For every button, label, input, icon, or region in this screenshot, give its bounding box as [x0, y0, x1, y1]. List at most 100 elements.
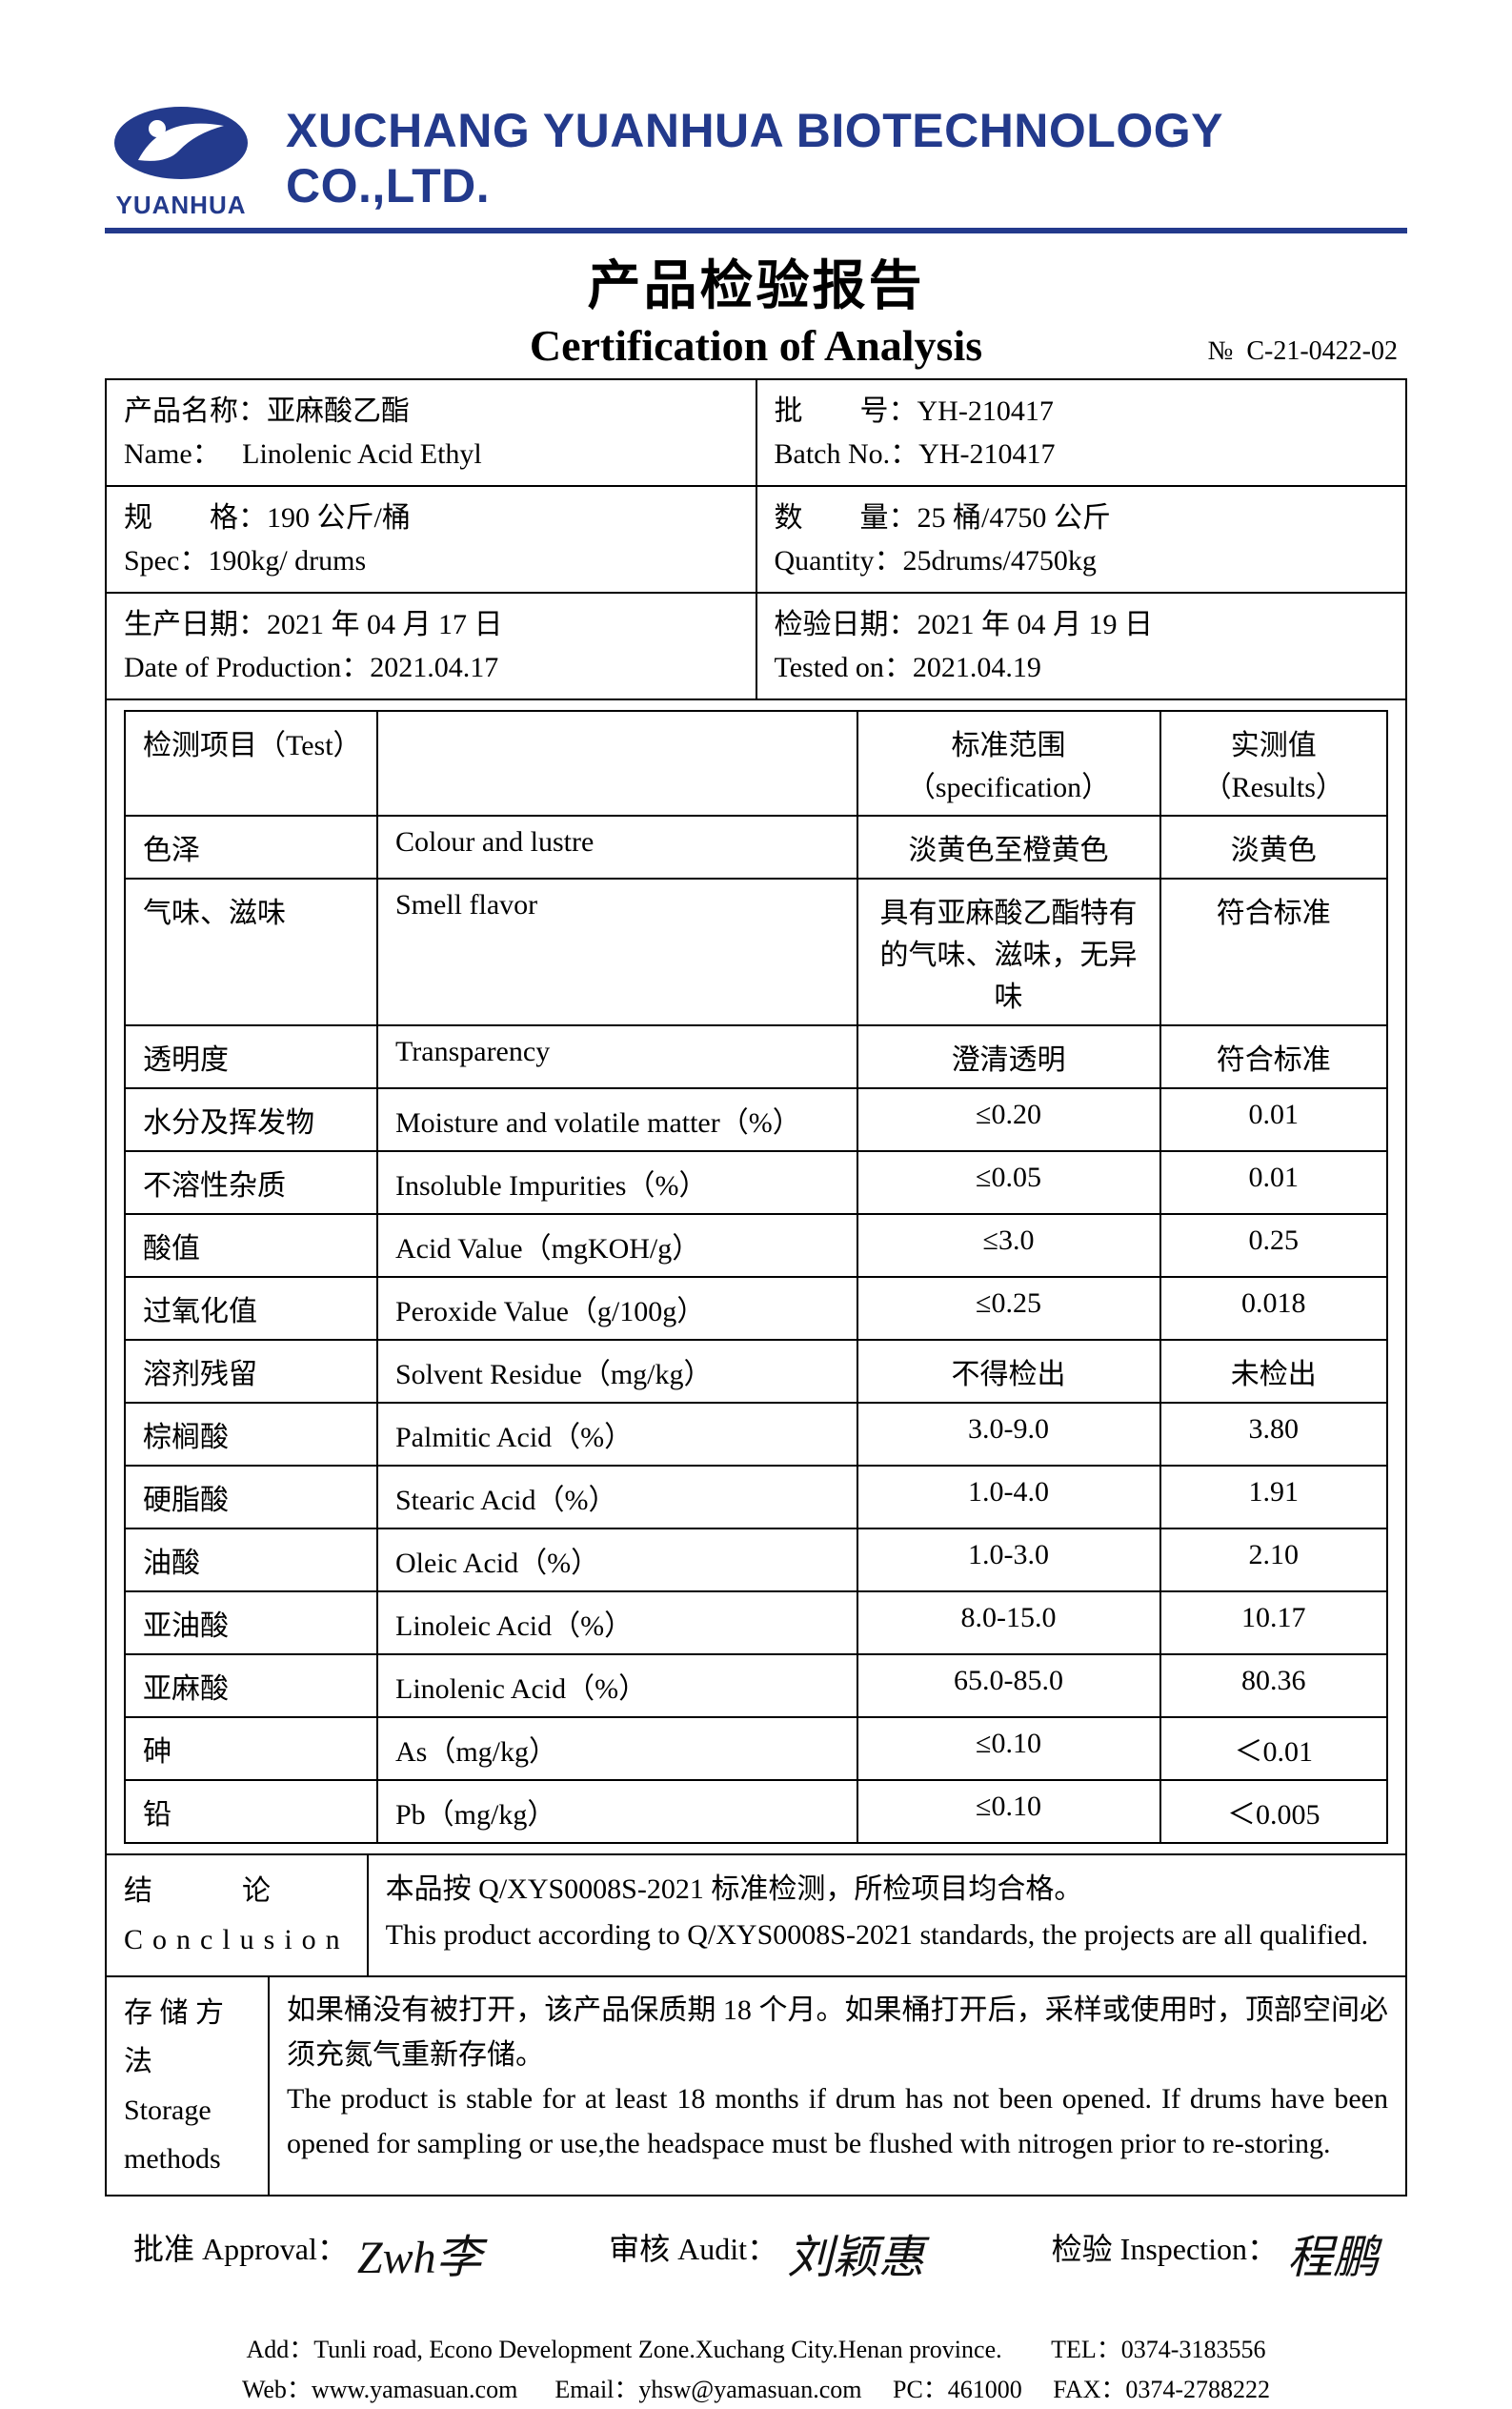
batch-cn-label: 批 号：: [775, 395, 917, 427]
test-row: 透明度Transparency澄清透明符合标准: [125, 1025, 1387, 1088]
batch-cell: 批 号：YH-210417 Batch No.：YH-210417: [756, 379, 1407, 486]
batch-en-label: Batch No.：: [775, 438, 919, 470]
storage-en: The product is stable for at least 18 mo…: [287, 2083, 1388, 2159]
test-result: 符合标准: [1160, 1025, 1388, 1088]
cert-no-value: C-21-0422-02: [1246, 336, 1398, 366]
spec-en-label: Spec：: [124, 545, 208, 577]
prod-cn-label: 生产日期：: [124, 609, 267, 640]
tests-table: 检测项目（Test） 标准范围（specification） 实测值（Resul…: [124, 710, 1388, 1844]
test-spec: 65.0-85.0: [857, 1654, 1160, 1717]
storage-label-en2: methods: [124, 2143, 221, 2175]
header-divider: [105, 228, 1407, 233]
test-en: 2021.04.19: [913, 652, 1041, 683]
tests-block: 检测项目（Test） 标准范围（specification） 实测值（Resul…: [106, 699, 1406, 1854]
test-name-cn: 不溶性杂质: [125, 1151, 377, 1214]
test-spec: 8.0-15.0: [857, 1591, 1160, 1654]
test-spec: ≤0.25: [857, 1277, 1160, 1340]
test-name-en: Solvent Residue（mg/kg）: [377, 1340, 857, 1403]
test-spec: 不得检出: [857, 1340, 1160, 1403]
footer-line-2: Web：www.yamasuan.com Email：yhsw@yamasuan…: [105, 2370, 1407, 2409]
title-cn: 产品检验报告: [105, 243, 1407, 320]
test-name-cn: 亚麻酸: [125, 1654, 377, 1717]
test-spec: 淡黄色至橙黄色: [857, 816, 1160, 879]
test-result: 10.17: [1160, 1591, 1388, 1654]
footer-address: Add：Tunli road, Econo Development Zone.X…: [247, 2336, 1002, 2363]
prod-en-label: Date of Production：: [124, 652, 370, 683]
test-name-cn: 铅: [125, 1780, 377, 1843]
test-name-en: Acid Value（mgKOH/g）: [377, 1214, 857, 1277]
test-row: 硬脂酸Stearic Acid（%）1.0-4.01.91: [125, 1466, 1387, 1528]
footer-email: Email：yhsw@yamasuan.com: [554, 2376, 861, 2403]
test-row: 棕榈酸Palmitic Acid（%）3.0-9.03.80: [125, 1403, 1387, 1466]
test-result: 80.36: [1160, 1654, 1388, 1717]
footer-tel: TEL：0374-3183556: [1051, 2336, 1265, 2363]
batch-en: YH-210417: [918, 438, 1055, 470]
test-name-en: Linoleic Acid（%）: [377, 1591, 857, 1654]
tests-header-row: 检测项目（Test） 标准范围（specification） 实测值（Resul…: [125, 711, 1387, 816]
spec-en: 190kg/ drums: [208, 545, 366, 577]
test-name-en: Smell flavor: [377, 879, 857, 1025]
storage-label: 存 储 方 法 Storage methods: [107, 1977, 269, 2195]
test-row: 油酸Oleic Acid（%）1.0-3.02.10: [125, 1528, 1387, 1591]
test-name-en: Linolenic Acid（%）: [377, 1654, 857, 1717]
test-row: 亚油酸Linoleic Acid（%）8.0-15.010.17: [125, 1591, 1387, 1654]
conclusion-en: This product according to Q/XYS0008S-202…: [386, 1919, 1368, 1951]
test-row: 砷As（mg/kg）≤0.10＜0.01: [125, 1717, 1387, 1780]
test-result: 0.25: [1160, 1214, 1388, 1277]
test-spec: 3.0-9.0: [857, 1403, 1160, 1466]
qty-cn-label: 数 量：: [775, 502, 917, 534]
footer-web: Web：www.yamasuan.com: [242, 2376, 517, 2403]
name-cn-label: 产品名称：: [124, 395, 267, 427]
company-header: YUANHUA XUCHANG YUANHUA BIOTECHNOLOGY CO…: [105, 95, 1407, 220]
test-name-cn: 过氧化值: [125, 1277, 377, 1340]
test-result: 2.10: [1160, 1528, 1388, 1591]
test-name-en: Peroxide Value（g/100g）: [377, 1277, 857, 1340]
test-name-cn: 亚油酸: [125, 1591, 377, 1654]
title-en-row: Certification of Analysis № C-21-0422-02: [105, 320, 1407, 371]
conclusion-label-cn: 结 论: [124, 1875, 301, 1907]
prod-en: 2021.04.17: [370, 652, 498, 683]
test-spec: ≤0.10: [857, 1780, 1160, 1843]
tested-date-cell: 检验日期：2021 年 04 月 19 日 Tested on：2021.04.…: [756, 593, 1407, 699]
test-result: 符合标准: [1160, 879, 1388, 1025]
test-name-cn: 棕榈酸: [125, 1403, 377, 1466]
test-row: 不溶性杂质Insoluble Impurities（%）≤0.050.01: [125, 1151, 1387, 1214]
company-logo: YUANHUA: [105, 95, 257, 220]
spec-cn: 190 公斤/桶: [267, 502, 411, 534]
test-result: 淡黄色: [1160, 816, 1388, 879]
conclusion-body: 本品按 Q/XYS0008S-2021 标准检测，所检项目均合格。 This p…: [368, 1855, 1405, 1975]
inspection-label: 检验 Inspection：: [1052, 2225, 1278, 2269]
spec-cn-label: 规 格：: [124, 502, 267, 534]
conclusion-row: 结 论 Conclusion 本品按 Q/XYS0008S-2021 标准检测，…: [106, 1854, 1406, 1976]
logo-icon: [105, 95, 257, 191]
conclusion-label-en: Conclusion: [124, 1924, 350, 1955]
product-name-cell: 产品名称：亚麻酸乙酯 Name： Linolenic Acid Ethyl: [106, 379, 756, 486]
test-row: 铅Pb（mg/kg）≤0.10＜0.005: [125, 1780, 1387, 1843]
spec-cell: 规 格：190 公斤/桶 Spec：190kg/ drums: [106, 486, 756, 593]
test-row: 水分及挥发物Moisture and volatile matter（%）≤0.…: [125, 1088, 1387, 1151]
test-name-cn: 透明度: [125, 1025, 377, 1088]
audit-signature: 刘颖惠: [787, 2219, 924, 2286]
test-name-cn: 气味、滋味: [125, 879, 377, 1025]
test-spec: 1.0-3.0: [857, 1528, 1160, 1591]
th-item: 检测项目（Test）: [125, 711, 377, 816]
inspection-signature: 程鹏: [1287, 2219, 1379, 2286]
audit-block: 审核 Audit： 刘颖惠: [609, 2225, 924, 2292]
test-row: 过氧化值Peroxide Value（g/100g）≤0.250.018: [125, 1277, 1387, 1340]
test-name-en: Colour and lustre: [377, 816, 857, 879]
test-name-cn: 酸值: [125, 1214, 377, 1277]
name-cn: 亚麻酸乙酯: [267, 395, 410, 427]
test-spec: ≤3.0: [857, 1214, 1160, 1277]
inspection-block: 检验 Inspection： 程鹏: [1052, 2225, 1379, 2292]
test-row: 酸值Acid Value（mgKOH/g）≤3.00.25: [125, 1214, 1387, 1277]
test-name-en: As（mg/kg）: [377, 1717, 857, 1780]
th-spec: 标准范围（specification）: [857, 711, 1160, 816]
test-spec: 1.0-4.0: [857, 1466, 1160, 1528]
storage-row: 存 储 方 法 Storage methods 如果桶没有被打开，该产品保质期 …: [106, 1976, 1406, 2196]
test-name-cn: 色泽: [125, 816, 377, 879]
approval-signature: Zwh李: [357, 2219, 482, 2286]
test-name-cn: 油酸: [125, 1528, 377, 1591]
test-result: 0.01: [1160, 1151, 1388, 1214]
signature-row: 批准 Approval： Zwh李 审核 Audit： 刘颖惠 检验 Inspe…: [105, 2225, 1407, 2292]
approval-label: 批准 Approval：: [133, 2225, 348, 2269]
